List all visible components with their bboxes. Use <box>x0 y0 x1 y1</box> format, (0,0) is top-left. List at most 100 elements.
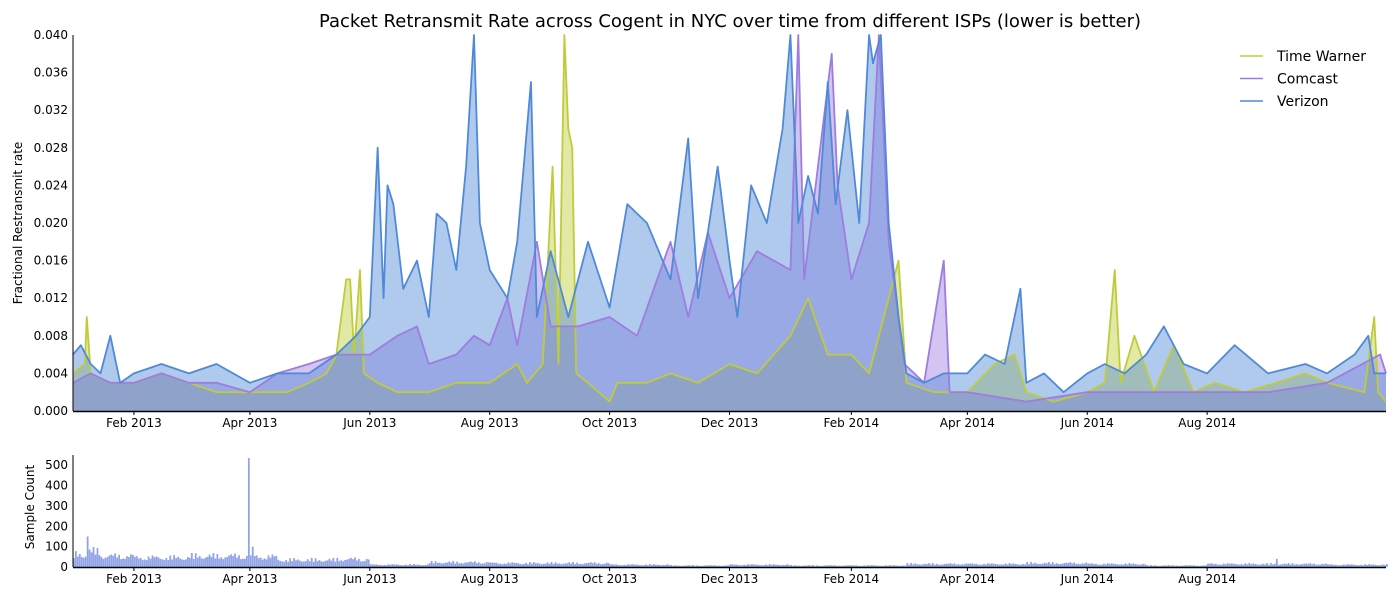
sample-count-bar <box>322 561 325 567</box>
sample-count-bar <box>1156 565 1158 567</box>
sample-count-bar <box>847 565 850 567</box>
sample-count-bar <box>1305 563 1308 567</box>
sample-count-bar <box>662 564 665 567</box>
sample-count-bar <box>1146 565 1148 567</box>
sample-count-bar <box>1163 565 1166 567</box>
sample-count-bar <box>851 565 854 567</box>
sample-count-bar <box>586 563 588 567</box>
sample-count-bar <box>1187 565 1190 567</box>
sample-count-bar <box>607 563 610 567</box>
sample-count-bar <box>998 564 1001 567</box>
sample-count-bar <box>507 562 510 567</box>
sample-count-bar <box>169 555 172 567</box>
sample-count-bar <box>639 565 641 567</box>
sample-count-bar <box>558 563 561 567</box>
sample-count-bar <box>963 564 966 567</box>
sample-count-bar <box>800 565 803 567</box>
sample-count-bar <box>827 565 830 567</box>
main-y-tick-label: 0.032 <box>34 103 68 117</box>
sample-count-bar <box>1248 563 1251 567</box>
sample-count-bar <box>650 564 653 567</box>
main-x-tick-label: Jun 2013 <box>342 416 396 430</box>
sample-count-bar <box>479 563 482 567</box>
sample-count-bar <box>1071 563 1074 567</box>
sample-count-bar <box>1012 563 1015 567</box>
main-gridlines <box>73 34 1386 374</box>
sample-count-bar <box>1291 563 1294 567</box>
sample-count-bar <box>623 564 626 567</box>
sample-count-bar <box>1032 563 1034 567</box>
sample-count-bar <box>196 557 199 567</box>
sample-count-bar <box>358 558 360 567</box>
sample-count-bar <box>719 565 722 567</box>
sample-count-bar <box>299 560 301 567</box>
sample-count-bar <box>116 557 119 567</box>
sample-count-bar <box>489 562 492 567</box>
sample-count-bar <box>249 555 252 567</box>
sample-count-bar <box>644 564 647 567</box>
sample-count-bar <box>802 565 804 567</box>
sample-count-bar <box>171 559 174 567</box>
sample-count-bar <box>749 564 751 567</box>
main-x-tick-label: Aug 2013 <box>461 416 519 430</box>
sample-count-bar <box>228 555 231 567</box>
sample-count-bar <box>711 565 714 567</box>
sample-count-bar <box>183 559 185 567</box>
sample-count-bar <box>536 563 539 567</box>
sample-count-bar <box>534 563 537 567</box>
sample-count-bar <box>615 564 618 567</box>
sample-count-bar <box>1199 565 1202 567</box>
bottom-x-tick-label: Apr 2014 <box>940 572 995 586</box>
sample-count-bar <box>741 565 744 567</box>
sample-count-bar <box>208 554 211 567</box>
sample-count-bar <box>635 564 637 567</box>
sample-count-bar <box>812 565 814 567</box>
sample-count-bar <box>230 554 233 567</box>
sample-count-bar <box>707 565 710 567</box>
sample-count-bar <box>933 564 936 567</box>
sample-count-bar <box>788 565 791 567</box>
sample-count-bar <box>994 564 997 567</box>
sample-count-bar <box>1116 564 1119 567</box>
sample-count-bar <box>829 565 832 567</box>
sample-count-bar <box>1100 564 1103 567</box>
sample-count-bar <box>369 564 372 567</box>
sample-count-bar <box>1246 564 1249 567</box>
sample-count-bar <box>320 561 323 567</box>
main-y-tick-label: 0.004 <box>34 366 68 380</box>
sample-count-bar <box>570 563 573 567</box>
sample-count-bar <box>717 565 720 567</box>
sample-count-bar <box>187 556 189 567</box>
sample-count-bar <box>631 564 633 567</box>
sample-count-bar <box>128 557 130 567</box>
sample-count-bar <box>1059 563 1062 567</box>
main-x-tick-label: Feb 2013 <box>106 416 162 430</box>
sample-count-bar <box>1130 564 1133 567</box>
sample-count-bar <box>627 564 630 567</box>
sample-count-bar <box>532 562 535 567</box>
sample-count-bar <box>281 561 284 567</box>
sample-count-bar <box>898 565 901 567</box>
bottom-x-tick-label: Jun 2013 <box>342 572 396 586</box>
sample-count-bar <box>1329 564 1331 567</box>
sample-count-bar <box>356 560 358 567</box>
sample-count-bar <box>985 564 987 567</box>
sample-count-bar <box>78 553 81 567</box>
sample-count-bar <box>316 561 319 567</box>
sample-count-bar <box>1281 564 1284 567</box>
sample-count-bar <box>1370 564 1373 567</box>
sample-count-bar <box>959 564 962 567</box>
sample-count-bar <box>1152 565 1154 567</box>
sample-count-bar <box>1091 563 1093 567</box>
bottom-x-tick-label: Jun 2014 <box>1060 572 1114 586</box>
sample-count-bar <box>1382 564 1384 567</box>
sample-count-bar <box>271 554 274 567</box>
main-y-tick-label: 0.024 <box>34 178 68 192</box>
sample-count-bar <box>330 560 333 567</box>
sample-count-bar <box>440 563 443 567</box>
sample-count-bar <box>1065 562 1068 567</box>
sample-count-bar <box>88 549 91 567</box>
sample-count-bar <box>548 563 551 567</box>
sample-count-bar <box>943 563 946 567</box>
legend-label-verizon: Verizon <box>1277 94 1329 110</box>
